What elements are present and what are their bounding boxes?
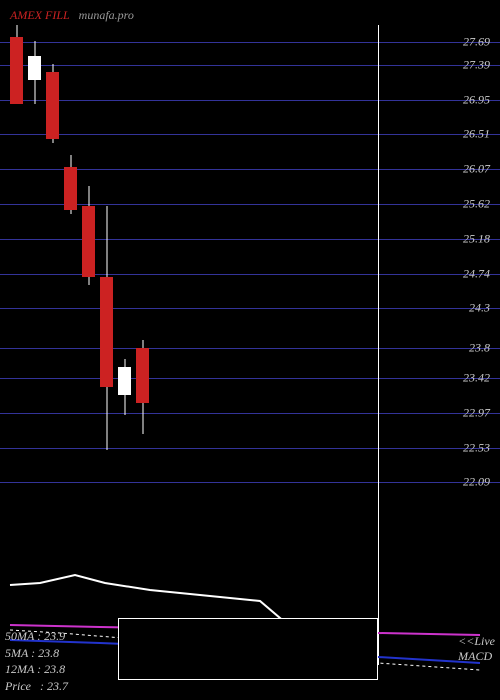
candle-body xyxy=(118,367,131,395)
live-text: <<Live xyxy=(458,634,495,650)
candle-body xyxy=(136,348,149,403)
chart-header: AMEX FILL munafa.pro xyxy=(10,8,134,23)
gridline-label: 22.53 xyxy=(463,440,490,455)
macd-text: MACD xyxy=(458,649,495,665)
live-macd-label: <<Live MACD xyxy=(458,634,495,665)
candle xyxy=(10,25,23,505)
candle-body xyxy=(46,72,59,139)
gridline-label: 22.97 xyxy=(463,405,490,420)
gridline-label: 27.39 xyxy=(463,58,490,73)
candle xyxy=(46,25,59,505)
source-label: munafa.pro xyxy=(79,8,134,23)
candle xyxy=(64,25,77,505)
candle-body xyxy=(28,56,41,80)
gridline-label: 26.07 xyxy=(463,162,490,177)
gridline-label: 23.42 xyxy=(463,370,490,385)
candle-body xyxy=(64,167,77,210)
price-area: 27.69 27.39 26.95 26.51 26.07 25.62 25.18 24.74… xyxy=(0,25,500,505)
candle xyxy=(28,25,41,505)
chart-container: AMEX FILL munafa.pro 27.69 27.39 26.95 26.5… xyxy=(0,0,500,700)
candle-body xyxy=(100,277,113,387)
legend-box xyxy=(118,618,378,680)
gridline-label: 22.09 xyxy=(463,475,490,490)
gridline-label: 26.95 xyxy=(463,92,490,107)
candle-body xyxy=(10,37,23,104)
gridline-label: 25.62 xyxy=(463,197,490,212)
gridline-label: 24.3 xyxy=(469,301,490,316)
symbol-label: AMEX FILL xyxy=(10,8,70,23)
gridline-label: 26.51 xyxy=(463,127,490,142)
info-line: Price : 23.7 xyxy=(5,678,68,695)
candle xyxy=(82,25,95,505)
info-line: 5MA : 23.8 xyxy=(5,645,68,662)
gridline-label: 23.8 xyxy=(469,340,490,355)
gridline-label: 24.74 xyxy=(463,266,490,281)
candle xyxy=(100,25,113,505)
info-box: 50MA : 23.95MA : 23.812MA : 23.8Price : … xyxy=(5,628,68,695)
gridline-label: 27.69 xyxy=(463,34,490,49)
gridline-label: 25.18 xyxy=(463,232,490,247)
candle-body xyxy=(82,206,95,277)
info-line: 50MA : 23.9 xyxy=(5,628,68,645)
info-line: 12MA : 23.8 xyxy=(5,661,68,678)
candle xyxy=(118,25,131,505)
candle xyxy=(136,25,149,505)
